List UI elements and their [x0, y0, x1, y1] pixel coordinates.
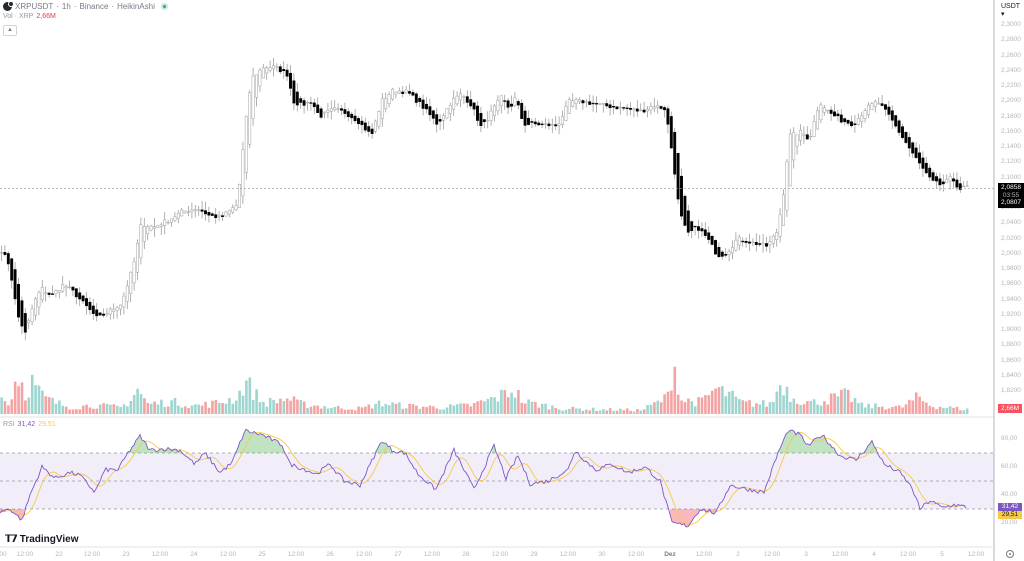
time-axis-label: 22	[55, 551, 63, 558]
tradingview-logo[interactable]: 𝗧𝟳 TradingView	[5, 534, 79, 545]
time-axis-label: 26	[326, 551, 334, 558]
price-axis-label: 2,1400	[1001, 143, 1021, 151]
time-axis-label: 30	[598, 551, 606, 558]
current-price-tag: 2,0858 03:55 2,0807	[998, 183, 1024, 208]
time-axis-label: 12:00	[287, 551, 305, 558]
rsi-label: RSI	[3, 421, 15, 428]
time-axis-label: 12:00	[831, 551, 849, 558]
volume-legend[interactable]: Vol · XRP 2,66M	[3, 13, 56, 20]
current-price: 2,0858	[1001, 184, 1021, 191]
separator: ·	[56, 2, 59, 11]
time-axis-label: Dez	[664, 551, 676, 558]
rsi-axis-label: 40,00	[1001, 491, 1018, 498]
price-axis-label: 2,3000	[1001, 21, 1021, 29]
price-axis-label: 1,9400	[1001, 295, 1021, 303]
time-axis-label: 12:00	[899, 551, 917, 558]
price-axis-label: 2,2600	[1001, 51, 1021, 59]
time-axis-label: 12:00	[559, 551, 577, 558]
volume-tag: 2,66M	[998, 404, 1022, 413]
price-axis-label: 2,0000	[1001, 249, 1021, 257]
interval[interactable]: 1h	[61, 2, 71, 11]
separator: ·	[111, 2, 115, 11]
symbol-name[interactable]: XRPUSDT	[15, 2, 54, 11]
price-axis-label: 2,0600	[1001, 204, 1021, 212]
price-axis-label: 1,9600	[1001, 280, 1021, 288]
symbol-legend[interactable]: XRPUSDT · 1h · Binance · HeikinAshi	[3, 1, 168, 11]
time-axis-label: 12:00	[627, 551, 645, 558]
separator: ·	[73, 2, 77, 11]
time-axis-label: 28	[462, 551, 470, 558]
time-axis-label: 23	[122, 551, 130, 558]
xrp-symbol-icon	[3, 1, 14, 11]
time-axis-label: 29	[530, 551, 538, 558]
time-axis-label: 25	[258, 551, 266, 558]
price-axis-label: 1,8800	[1001, 341, 1021, 349]
rsi-axis-label: 80,00	[1001, 435, 1018, 442]
time-axis-label: 12:00	[423, 551, 441, 558]
rsi-ma-tag: 29,51	[998, 511, 1022, 519]
price-axis-label: 1,9000	[1001, 326, 1021, 334]
price-axis-label: 2,1000	[1001, 173, 1021, 181]
time-axis-label: 24	[190, 551, 198, 558]
settings-gear-icon[interactable]	[1006, 550, 1014, 558]
time-axis-label: 4	[872, 551, 876, 558]
price-axis-label: 2,2000	[1001, 97, 1021, 105]
price-axis-label: 1,9800	[1001, 265, 1021, 273]
time-axis-label: 5	[940, 551, 944, 558]
time-axis-label: 12:00	[16, 551, 34, 558]
chevron-up-icon: ▲	[7, 27, 13, 33]
time-axis-label: 12:00	[355, 551, 373, 558]
collapse-legend-button[interactable]: ▲	[3, 25, 17, 36]
price-axis-label: 2,2400	[1001, 66, 1021, 74]
rsi-tag: 31,42	[998, 503, 1022, 511]
currency-selector[interactable]: USDT ▾	[1001, 3, 1020, 18]
time-axis-label: 12:00	[219, 551, 237, 558]
prev-close: 2,0807	[1001, 199, 1021, 206]
chart-type: HeikinAshi	[117, 2, 155, 11]
time-axis-label: 2	[736, 551, 740, 558]
price-axis-label: 1,9200	[1001, 310, 1021, 318]
volume-value: 2,66M	[36, 13, 56, 20]
price-axis-label: 2,1600	[1001, 127, 1021, 135]
time-axis-label: 12:00	[83, 551, 101, 558]
time-axis-label: 00	[0, 551, 7, 558]
bar-countdown: 03:55	[1002, 191, 1020, 199]
price-axis-label: 2,2800	[1001, 36, 1021, 44]
time-axis-label: 12:00	[967, 551, 985, 558]
time-axis-label: 27	[394, 551, 402, 558]
tradingview-logo-icon: 𝗧𝟳	[5, 534, 18, 545]
time-axis-label: 12:00	[491, 551, 509, 558]
brand-name: TradingView	[19, 534, 79, 545]
time-axis-label: 12:00	[151, 551, 169, 558]
time-axis-label: 12:00	[695, 551, 713, 558]
price-axis-label: 1,8200	[1001, 387, 1021, 395]
price-axis-label: 1,8400	[1001, 371, 1021, 379]
price-axis-label: 2,2200	[1001, 82, 1021, 90]
price-axis-label: 2,1800	[1001, 112, 1021, 120]
time-axis-label: 12:00	[763, 551, 781, 558]
rsi-axis-label: 60,00	[1001, 463, 1018, 470]
rsi-axis-label: 20,00	[1001, 519, 1018, 526]
price-axis-label: 2,1200	[1001, 158, 1021, 166]
volume-label: Vol · XRP	[3, 13, 34, 20]
exchange: Binance	[79, 2, 109, 11]
price-axis-label: 2,0400	[1001, 219, 1021, 227]
rsi-value: 31,42	[17, 421, 36, 428]
price-axis-label: 2,0200	[1001, 234, 1021, 242]
time-axis-label: 3	[804, 551, 808, 558]
rsi-ma-value: 29,51	[38, 421, 56, 428]
market-status-icon	[160, 3, 168, 10]
price-axis-label: 1,8600	[1001, 356, 1021, 364]
rsi-legend[interactable]: RSI 31,42 29,51	[3, 421, 56, 428]
